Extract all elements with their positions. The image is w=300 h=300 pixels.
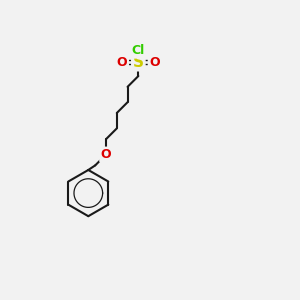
Text: O: O [149,56,160,69]
Text: Cl: Cl [132,44,145,57]
Text: O: O [117,56,128,69]
Text: S: S [133,55,144,70]
Text: O: O [101,148,111,161]
